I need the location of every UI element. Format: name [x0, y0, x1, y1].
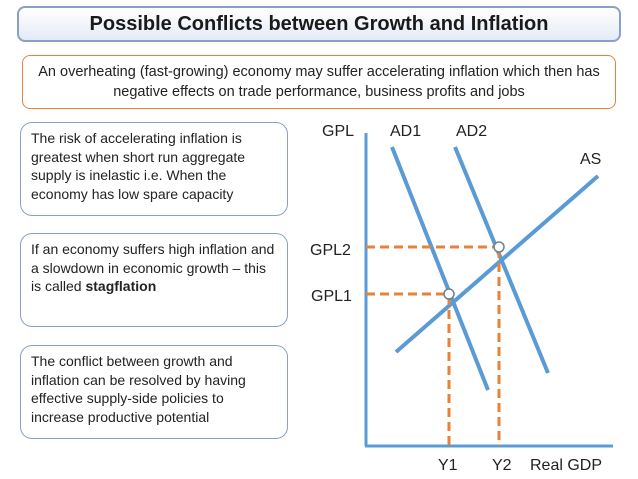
note-inelastic-supply: The risk of accelerating inflation is gr… [20, 122, 288, 216]
subtitle-banner: An overheating (fast-growing) economy ma… [22, 55, 616, 109]
as-curve [394, 174, 600, 354]
equilibrium-point-1 [443, 288, 455, 300]
note-text: The risk of accelerating inflation is gr… [31, 130, 246, 202]
ad1-label: AD1 [390, 123, 421, 140]
ad2-label: AD2 [456, 123, 487, 140]
note-supply-side: The conflict between growth and inflatio… [20, 345, 288, 439]
y2-label: Y2 [492, 457, 512, 474]
note-stagflation: If an economy suffers high inflation and… [20, 233, 288, 327]
gpl2-label: GPL2 [310, 242, 351, 259]
stagflation-term: stagflation [85, 278, 157, 294]
equilibrium-point-2 [493, 241, 505, 253]
as-label: AS [580, 151, 601, 168]
subtitle-text: An overheating (fast-growing) economy ma… [38, 64, 600, 100]
gpl1-label: GPL1 [311, 288, 352, 305]
y-axis-label: GPL [322, 123, 354, 140]
page-title: Possible Conflicts between Growth and In… [89, 12, 549, 35]
note-text: The conflict between growth and inflatio… [31, 353, 246, 425]
title-banner: Possible Conflicts between Growth and In… [17, 6, 621, 42]
x-axis-label: Real GDP [530, 457, 602, 474]
y1-label: Y1 [438, 457, 458, 474]
ad1-curve [390, 146, 490, 391]
note-text: If an economy suffers high inflation and… [31, 241, 275, 294]
